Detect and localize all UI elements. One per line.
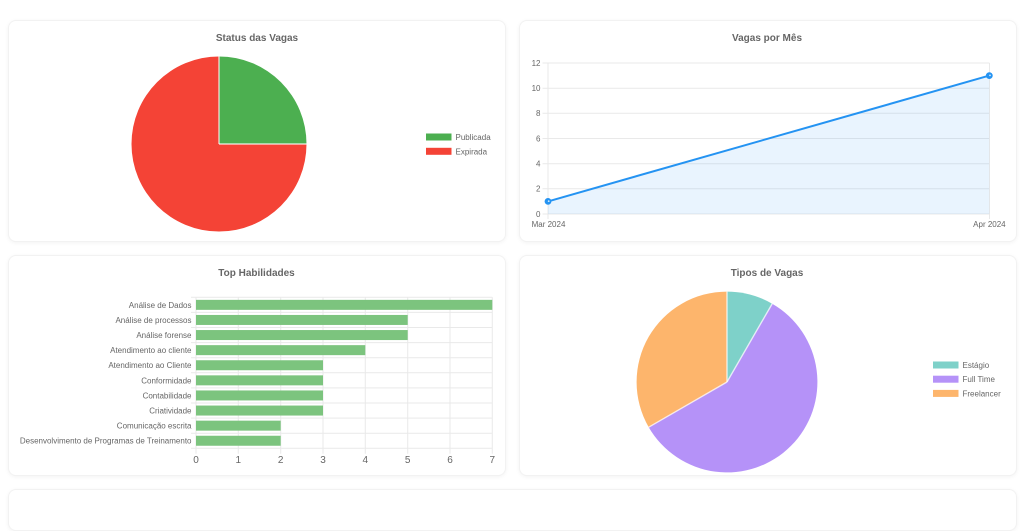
svg-text:4: 4	[536, 160, 541, 169]
svg-text:Vagas por Mês: Vagas por Mês	[732, 33, 802, 44]
svg-text:Atendimento ao Cliente: Atendimento ao Cliente	[108, 361, 192, 370]
svg-text:5: 5	[405, 455, 411, 466]
svg-text:10: 10	[532, 84, 541, 93]
svg-text:3: 3	[320, 455, 326, 466]
svg-text:Expirada: Expirada	[456, 147, 488, 156]
svg-text:Publicada: Publicada	[456, 133, 492, 142]
svg-text:Análise de Dados: Análise de Dados	[129, 301, 192, 310]
svg-text:Análise de processos: Análise de processos	[115, 316, 191, 325]
svg-text:4: 4	[363, 455, 369, 466]
svg-text:Contabilidade: Contabilidade	[143, 391, 192, 400]
svg-text:Full Time: Full Time	[963, 375, 996, 384]
svg-text:8: 8	[536, 109, 541, 118]
svg-text:Apr 2024: Apr 2024	[973, 220, 1006, 229]
svg-text:7: 7	[490, 455, 496, 466]
svg-text:Análise forense: Análise forense	[136, 331, 192, 340]
svg-text:6: 6	[536, 134, 541, 143]
svg-text:Mar 2024: Mar 2024	[532, 220, 566, 229]
svg-text:0: 0	[536, 210, 541, 219]
svg-text:6: 6	[447, 455, 453, 466]
svg-text:Desenvolvimento de Programas d: Desenvolvimento de Programas de Treiname…	[20, 437, 192, 446]
svg-text:Tipos de Vagas: Tipos de Vagas	[731, 268, 804, 279]
svg-text:12: 12	[532, 59, 541, 68]
svg-text:Criatividade: Criatividade	[149, 406, 192, 415]
svg-text:Freelancer: Freelancer	[963, 389, 1002, 398]
svg-text:Comunicação escrita: Comunicação escrita	[117, 422, 192, 431]
svg-text:Conformidade: Conformidade	[141, 376, 192, 385]
svg-text:Atendimento ao cliente: Atendimento ao cliente	[110, 346, 192, 355]
svg-text:Status das Vagas: Status das Vagas	[216, 33, 299, 44]
svg-text:0: 0	[193, 455, 199, 466]
svg-text:1: 1	[236, 455, 242, 466]
svg-text:Estágio: Estágio	[963, 361, 990, 370]
svg-text:Top Habilidades: Top Habilidades	[218, 268, 295, 279]
svg-text:2: 2	[278, 455, 284, 466]
svg-text:2: 2	[536, 185, 541, 194]
